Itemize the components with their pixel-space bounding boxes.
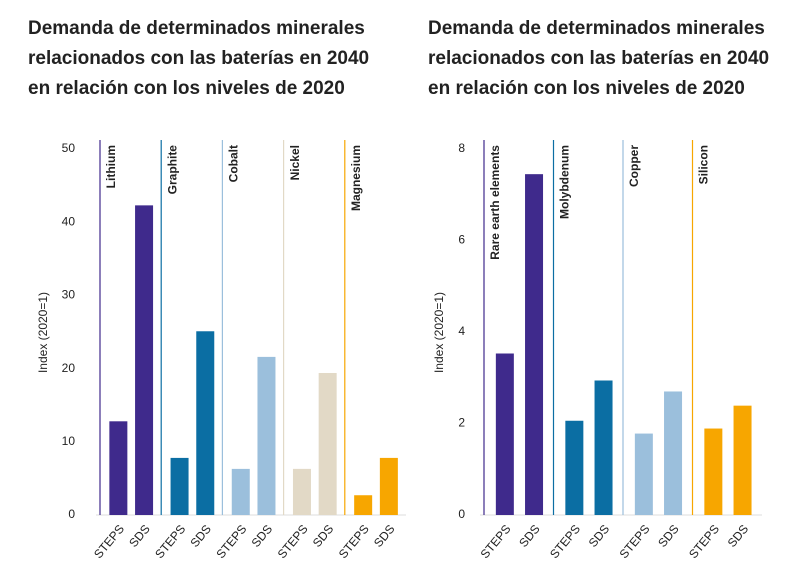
group-label: Cobalt [227, 145, 241, 182]
bar [733, 405, 752, 515]
x-tick-label: STEPS [547, 522, 583, 561]
bar [135, 205, 154, 515]
bar [354, 495, 373, 515]
bar [379, 457, 398, 515]
bar [525, 174, 544, 515]
bar [170, 457, 189, 515]
x-tick-label: STEPS [336, 522, 372, 561]
y-tick-label: 50 [62, 141, 76, 155]
y-axis-label: Index (2020=1) [36, 292, 50, 373]
y-tick-label: 2 [458, 416, 465, 430]
y-axis-label: Index (2020=1) [432, 292, 446, 373]
y-tick-label: 0 [458, 507, 465, 521]
group-label: Lithium [104, 145, 118, 188]
group-label: Silicon [697, 145, 711, 184]
x-tick-label: STEPS [617, 522, 653, 561]
x-tick-label: SDS [371, 522, 398, 550]
bar [318, 372, 337, 515]
x-tick-label: STEPS [213, 522, 249, 561]
y-tick-label: 10 [62, 434, 76, 448]
group-label: Molybdenum [558, 145, 572, 219]
x-tick-label: SDS [655, 522, 682, 550]
y-tick-label: 6 [458, 233, 465, 247]
y-tick-label: 20 [62, 361, 76, 375]
bar [634, 433, 653, 515]
y-tick-label: 30 [62, 288, 76, 302]
x-tick-label: SDS [586, 522, 613, 550]
bar [292, 468, 311, 515]
x-tick-label: SDS [516, 522, 543, 550]
x-tick-label: STEPS [478, 522, 514, 561]
group-label: Nickel [288, 145, 302, 180]
bar [565, 420, 584, 515]
x-tick-label: STEPS [152, 522, 188, 561]
bar [495, 353, 514, 515]
y-tick-label: 40 [62, 214, 76, 228]
x-tick-label: STEPS [91, 522, 127, 561]
y-tick-label: 4 [458, 324, 465, 338]
x-tick-label: SDS [187, 522, 214, 550]
x-tick-label: SDS [310, 522, 337, 550]
y-tick-label: 0 [68, 507, 75, 521]
bar [109, 421, 128, 515]
x-tick-label: STEPS [275, 522, 311, 561]
chart-title: Demanda de determinados minerales relaci… [428, 18, 770, 99]
group-label: Magnesium [349, 145, 363, 211]
x-tick-label: STEPS [686, 522, 722, 561]
group-label: Rare earth elements [488, 145, 502, 260]
x-tick-label: SDS [249, 522, 276, 550]
chart-title: Demanda de determinados minerales relaci… [28, 18, 370, 99]
x-tick-label: SDS [126, 522, 153, 550]
bar [257, 356, 276, 515]
bar [704, 428, 723, 515]
group-label: Graphite [165, 145, 179, 195]
bar [196, 331, 215, 515]
y-tick-label: 8 [458, 141, 465, 155]
x-tick-label: SDS [725, 522, 752, 550]
bar [594, 380, 613, 515]
group-label: Copper [627, 145, 641, 187]
bar [231, 468, 250, 515]
bar [664, 391, 683, 515]
